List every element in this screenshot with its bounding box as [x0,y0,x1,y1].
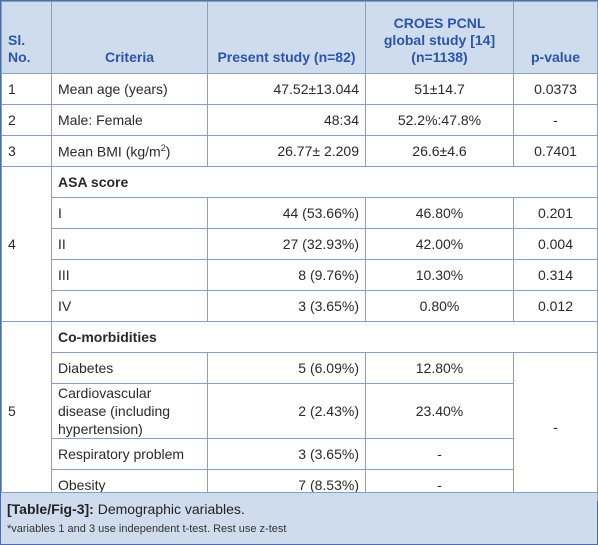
croes-cell: 42.00% [365,228,514,260]
present-cell: 8 (9.76%) [207,259,366,291]
header-sl-no: Sl. No. [1,1,52,74]
p-cell: 0.004 [513,228,598,260]
present-cell: 2 (2.43%) [207,383,366,439]
p-cell: - [513,104,598,136]
present-cell: 26.77± 2.209 [207,135,366,167]
caption-text: Demographic variables. [93,501,245,517]
asa-section-row: 4 ASA score [1,166,598,322]
header-p-value: p-value [513,1,598,74]
sl-cell: 3 [1,135,52,167]
p-cell: 0.314 [513,259,598,291]
table-row: 3 Mean BMI (kg/m2) 26.77± 2.209 26.6±4.6… [1,135,598,167]
bmi-superscript: 2 [160,142,166,153]
comorbidities-section-title: Co-morbidities [51,321,598,353]
table-row: 1 Mean age (years) 47.52±13.044 51±14.7 … [1,73,598,105]
present-cell: 47.52±13.044 [207,73,366,105]
header-croes-study: CROES PCNL global study [14] (n=1138) [365,1,514,74]
criteria-cell: Cardiovascular disease (including hypert… [51,383,208,439]
croes-cell: 52.2%:47.8% [365,104,514,136]
croes-cell: 26.6±4.6 [365,135,514,167]
croes-cell: - [365,438,514,470]
croes-cell: 12.80% [365,352,514,384]
caption-ref: [Table/Fig-3]: [7,501,94,517]
present-cell: 3 (3.65%) [207,290,366,322]
criteria-cell: Mean age (years) [51,73,208,105]
table-row: I 44 (53.66%) 46.80% 0.201 [2,197,598,229]
criteria-cell: Mean BMI (kg/m2) [51,135,208,167]
table-row: Cardiovascular disease (including hypert… [2,383,598,439]
p-cell: 0.012 [513,290,598,322]
present-cell: 48:34 [207,104,366,136]
croes-cell: 51±14.7 [365,73,514,105]
comorbidities-section-row: 5 Co-morbidities [1,321,598,501]
p-cell: 0.0373 [513,73,598,105]
present-cell: 5 (6.09%) [207,352,366,384]
sl-cell: 4 [1,166,52,322]
sl-cell: 1 [1,73,52,105]
croes-cell: 0.80% [365,290,514,322]
criteria-cell: II [51,228,208,260]
header-criteria: Criteria [51,1,208,74]
criteria-cell: Male: Female [51,104,208,136]
present-cell: 44 (53.66%) [207,197,366,229]
croes-cell: 46.80% [365,197,514,229]
table-row: Diabetes 5 (6.09%) 12.80% - [2,352,598,501]
criteria-cell: IV [51,290,208,322]
p-cell: - [513,352,598,501]
sl-cell: 2 [1,104,52,136]
table-header-row: Sl. No. Criteria Present study (n=82) CR… [1,1,598,74]
table-caption: [Table/Fig-3]: Demographic variables. *v… [1,492,597,544]
criteria-cell: Respiratory problem [51,438,208,470]
demographic-table: Sl. No. Criteria Present study (n=82) CR… [1,1,598,501]
croes-cell: 23.40% [365,383,514,439]
criteria-cell: I [51,197,208,229]
caption-footnote: *variables 1 and 3 use independent t-tes… [7,523,287,535]
table-row: II 27 (32.93%) 42.00% 0.004 [2,228,598,260]
criteria-cell: Diabetes [51,352,208,384]
table-row: Respiratory problem 3 (3.65%) - [2,438,598,470]
p-cell: 0.201 [513,197,598,229]
table-row: III 8 (9.76%) 10.30% 0.314 [2,259,598,291]
present-cell: 27 (32.93%) [207,228,366,260]
table-row: 2 Male: Female 48:34 52.2%:47.8% - [1,104,598,136]
bmi-label: Mean BMI (kg/m [58,143,161,160]
table-row: IV 3 (3.65%) 0.80% 0.012 [2,290,598,322]
criteria-cell: III [51,259,208,291]
p-cell: 0.7401 [513,135,598,167]
asa-section-title: ASA score [51,166,598,198]
bmi-label-close: ) [165,143,171,160]
sl-cell: 5 [1,321,52,501]
croes-cell: 10.30% [365,259,514,291]
caption-title: [Table/Fig-3]: Demographic variables. [7,501,591,518]
present-cell: 3 (3.65%) [207,438,366,470]
header-present-study: Present study (n=82) [207,1,366,74]
